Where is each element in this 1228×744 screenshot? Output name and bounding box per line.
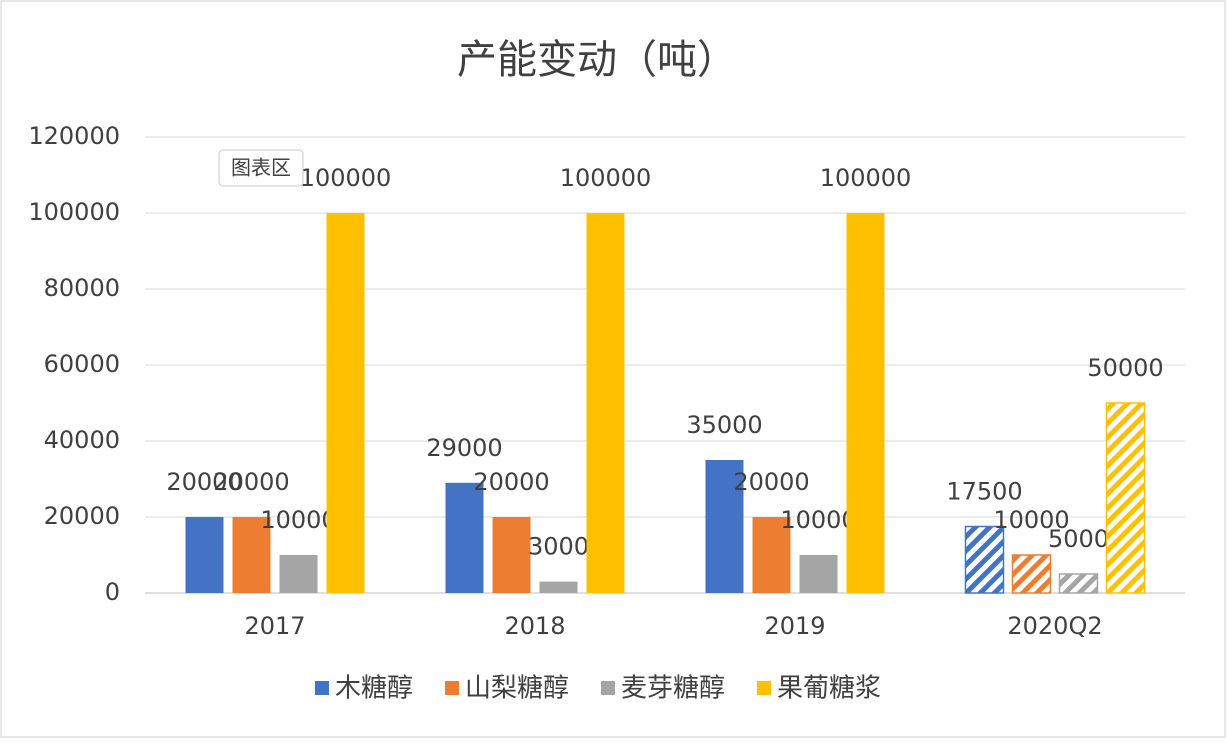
value-label: 100000	[820, 164, 912, 192]
bar	[752, 517, 791, 593]
legend-label: 麦芽糖醇	[621, 674, 725, 704]
bar	[1058, 573, 1099, 594]
legend-swatch	[757, 681, 771, 695]
y-tick-label: 40000	[44, 426, 120, 454]
x-tick-label: 2017	[244, 612, 305, 640]
chart-title: 产能变动（吨）	[457, 37, 737, 83]
value-label: 10000	[780, 506, 856, 534]
value-label: 100000	[560, 164, 652, 192]
bar	[279, 555, 318, 593]
bar	[705, 460, 744, 593]
bar	[185, 517, 224, 593]
value-label: 29000	[426, 434, 502, 462]
value-label: 50000	[1087, 354, 1163, 382]
value-label: 3000	[528, 533, 589, 561]
value-label: 20000	[473, 468, 549, 496]
tooltip-box	[218, 149, 304, 187]
y-tick-label: 120000	[28, 122, 120, 150]
bar	[232, 517, 271, 593]
y-tick-label: 0	[105, 578, 120, 606]
y-tick-label: 100000	[28, 198, 120, 226]
y-tick-label: 20000	[44, 502, 120, 530]
bar	[1011, 554, 1052, 594]
bar	[492, 517, 531, 593]
legend-swatch	[315, 681, 329, 695]
x-tick-label: 2018	[504, 612, 565, 640]
value-label: 17500	[946, 478, 1022, 506]
y-tick-label: 60000	[44, 350, 120, 378]
legend-swatch	[445, 681, 459, 695]
value-label: 35000	[686, 411, 762, 439]
bar	[445, 482, 484, 593]
x-tick-label: 2019	[764, 612, 825, 640]
value-label: 100000	[300, 164, 392, 192]
tooltip-text: 图表区	[231, 156, 291, 180]
value-label: 20000	[213, 468, 289, 496]
x-tick-label: 2020Q2	[1007, 612, 1102, 640]
bar	[964, 525, 1005, 594]
bar	[1105, 402, 1146, 594]
bar	[846, 213, 885, 593]
value-label: 20000	[166, 468, 242, 496]
bar	[539, 581, 578, 593]
tooltip: 图表区	[218, 149, 304, 187]
bar	[799, 555, 838, 593]
value-label: 20000	[733, 468, 809, 496]
legend-swatch	[601, 681, 615, 695]
value-label: 10000	[260, 506, 336, 534]
value-label: 5000	[1048, 525, 1109, 553]
bar	[326, 213, 365, 593]
legend-label: 果葡糖浆	[777, 674, 881, 704]
y-tick-label: 80000	[44, 274, 120, 302]
legend-label: 木糖醇	[335, 674, 413, 704]
bar	[586, 213, 625, 593]
legend-label: 山梨糖醇	[465, 674, 569, 704]
value-label: 10000	[993, 506, 1069, 534]
